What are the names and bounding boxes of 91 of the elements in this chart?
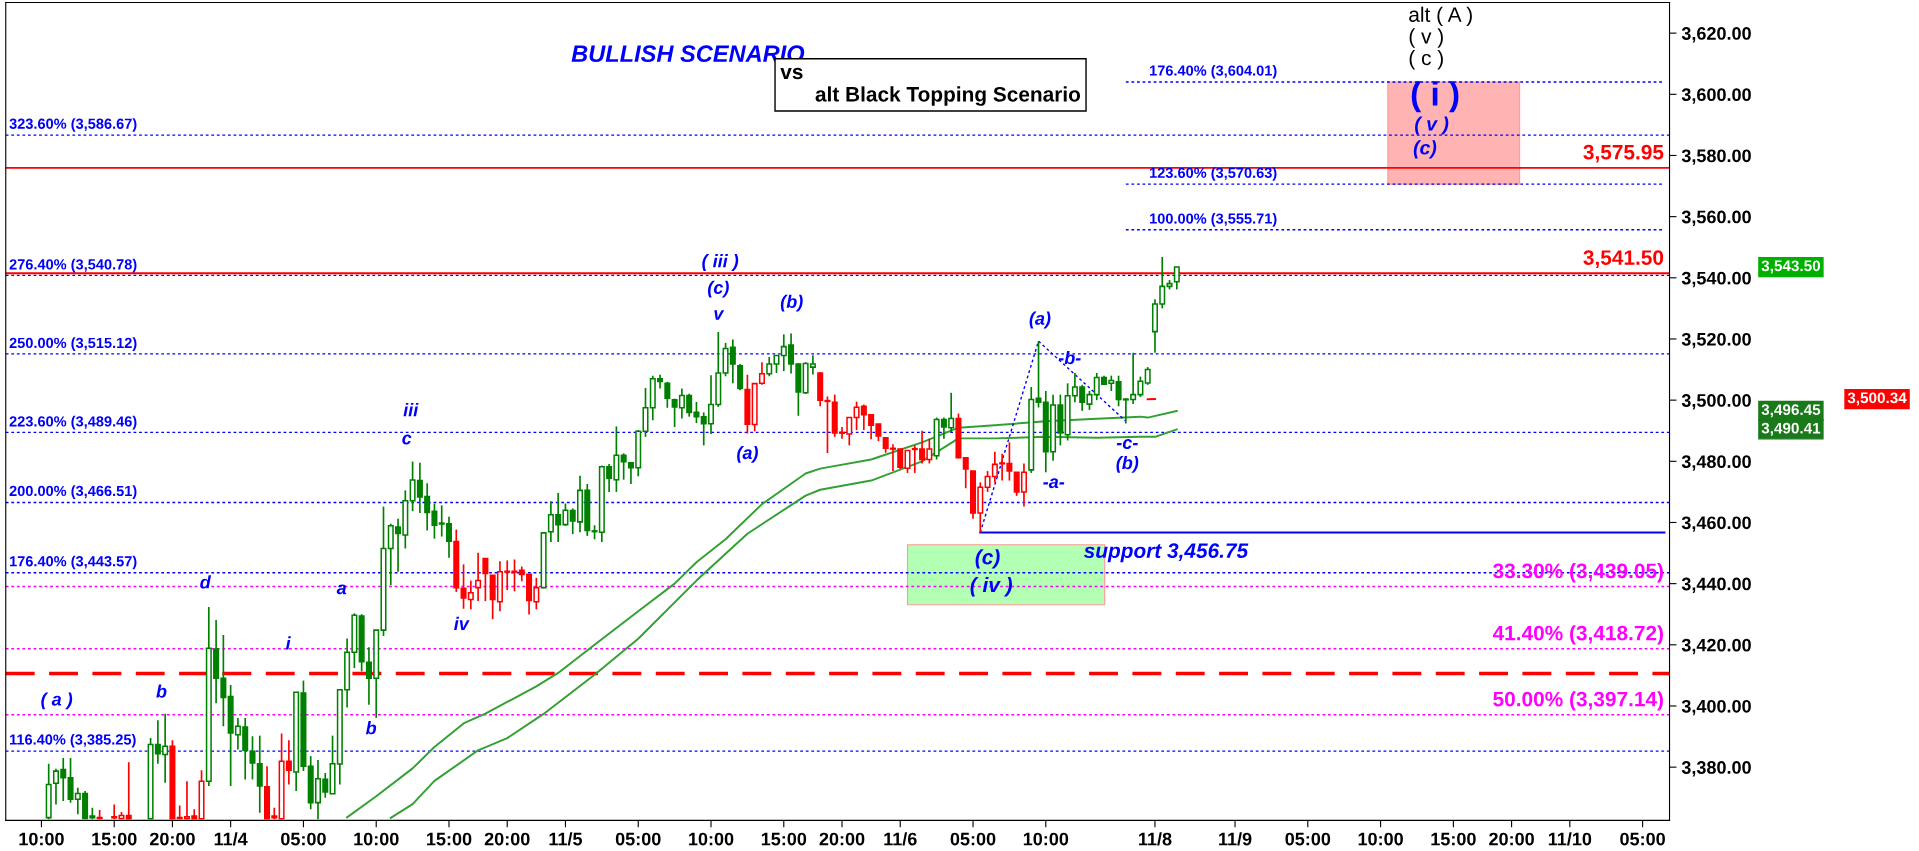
annotation: 123.60% (3,570.63) — [1150, 167, 1277, 181]
x-tick-label: 05:00 — [1285, 832, 1331, 846]
annotation: 223.60% (3,489.46) — [9, 415, 137, 430]
ref-line-label: 41.40% (3,418.72) — [1492, 625, 1663, 645]
annotation: alt ( A ) ( v ) ( c ) — [1409, 6, 1472, 70]
x-tick-label: 20:00 — [1489, 832, 1534, 846]
ref-line-label: 33.30% (3,439.05) — [1493, 562, 1663, 583]
x-tick-label: 10:00 — [1358, 832, 1403, 846]
annotation: 176.40% (3,443.57) — [10, 555, 137, 570]
x-tick-label: 10:00 — [1023, 832, 1069, 846]
y-tick-label: 3,560.00 — [1681, 210, 1751, 226]
candlestick — [620, 452, 627, 481]
x-tick-label: 11/8 — [1139, 832, 1172, 846]
candlestick — [737, 363, 744, 392]
annotation: ( i ) — [1411, 81, 1459, 113]
annotation: 116.40% (3,385.25) — [10, 733, 136, 748]
y-tick-label: 3,620.00 — [1681, 27, 1751, 43]
x-tick-label: 11/9 — [1219, 832, 1252, 846]
y-tick-label: 3,420.00 — [1681, 638, 1751, 655]
text: 3,543.50 — [1761, 260, 1821, 274]
annotation: support 3,456.75 — [1083, 543, 1249, 563]
y-tick-label: 3,400.00 — [1681, 699, 1751, 716]
ref-line-label: 3,575.95 — [1583, 144, 1664, 163]
annotation: 100.00% (3,555.71) — [1150, 213, 1277, 227]
y-tick-label: 3,380.00 — [1681, 761, 1751, 777]
annotation: -b- — [1058, 351, 1081, 365]
x-tick-label: 10:00 — [689, 832, 734, 846]
annotation: (b) — [780, 294, 803, 312]
annotation: -a- — [1043, 478, 1065, 489]
candlestick — [475, 551, 482, 602]
annotation: d — [200, 575, 212, 589]
y-tick-label: 3,580.00 — [1681, 149, 1751, 165]
annotation: b — [365, 721, 377, 735]
candlestick — [125, 761, 132, 820]
x-tick-label: 05:00 — [1620, 832, 1665, 846]
annotation: 250.00% (3,515.12) — [9, 337, 137, 351]
annotation: iii — [403, 403, 419, 417]
y-tick-label: 3,500.00 — [1681, 394, 1751, 410]
annotation: 176.40% (3,604.01) — [1150, 65, 1277, 79]
text: 3,490.41 — [1761, 422, 1821, 436]
x-tick-label: 20:00 — [149, 832, 195, 846]
x-tick-label: 11/10 — [1548, 832, 1592, 846]
y-tick-label: 3,480.00 — [1681, 455, 1751, 471]
candlestick — [962, 456, 969, 490]
text: 3,496.45 — [1761, 404, 1821, 418]
x-tick-label: 05:00 — [615, 832, 661, 846]
x-tick-label: 10:00 — [19, 832, 64, 846]
annotation: iv — [454, 616, 470, 630]
y-tick-label: 3,600.00 — [1681, 88, 1751, 104]
x-tick-label: 05:00 — [950, 832, 996, 846]
annotation: ( iv ) — [970, 577, 1013, 597]
x-tick-label: 15:00 — [427, 832, 472, 846]
annotation: ( a ) — [41, 692, 73, 710]
annotation: (c) — [707, 280, 729, 298]
annotation: i — [285, 636, 291, 650]
annotation: c — [402, 434, 412, 445]
x-tick-label: 20:00 — [484, 832, 530, 846]
annotation: (c) — [975, 549, 1000, 569]
x-tick-label: 15:00 — [761, 832, 807, 846]
x-tick-label: 11/4 — [214, 832, 248, 846]
ref-line-label: 50.00% (3,397.14) — [1493, 691, 1663, 711]
ref-line-label: 3,541.50 — [1583, 250, 1664, 268]
x-tick-label: 05:00 — [281, 832, 326, 846]
annotation: ( iii ) — [702, 254, 739, 271]
candlestick — [664, 380, 671, 409]
x-tick-label: 15:00 — [92, 832, 137, 846]
text: 3,500.34 — [1847, 392, 1907, 406]
y-tick-label: 3,440.00 — [1681, 577, 1751, 593]
x-tick-label: 20:00 — [819, 832, 865, 846]
y-tick-label: 3,540.00 — [1681, 271, 1751, 288]
annotation: 276.40% (3,540.78) — [9, 258, 137, 273]
annotation: (b) — [1116, 455, 1139, 473]
annotation: -c- — [1116, 439, 1138, 450]
y-tick-label: 3,520.00 — [1681, 332, 1751, 349]
y-tick-label: 3,460.00 — [1681, 516, 1751, 532]
annotation: 323.60% (3,586.67) — [9, 118, 137, 132]
candlestick — [1173, 265, 1180, 291]
annotation: b — [156, 684, 167, 698]
annotation: 200.00% (3,466.51) — [9, 485, 137, 499]
annotation: ( v ) — [1415, 116, 1449, 135]
annotation: (a) — [737, 445, 758, 463]
x-tick-label: 15:00 — [1431, 832, 1476, 846]
candlestick — [482, 557, 489, 602]
annotation: (a) — [1029, 311, 1051, 329]
x-tick-label: 10:00 — [354, 832, 399, 846]
x-tick-label: 11/5 — [549, 832, 583, 846]
annotation: a — [336, 584, 347, 595]
annotation: v — [714, 310, 725, 320]
annotation: (c) — [1413, 140, 1437, 159]
text: vs alt Black Topping Scenario — [780, 67, 1081, 106]
x-tick-label: 11/6 — [884, 832, 917, 846]
